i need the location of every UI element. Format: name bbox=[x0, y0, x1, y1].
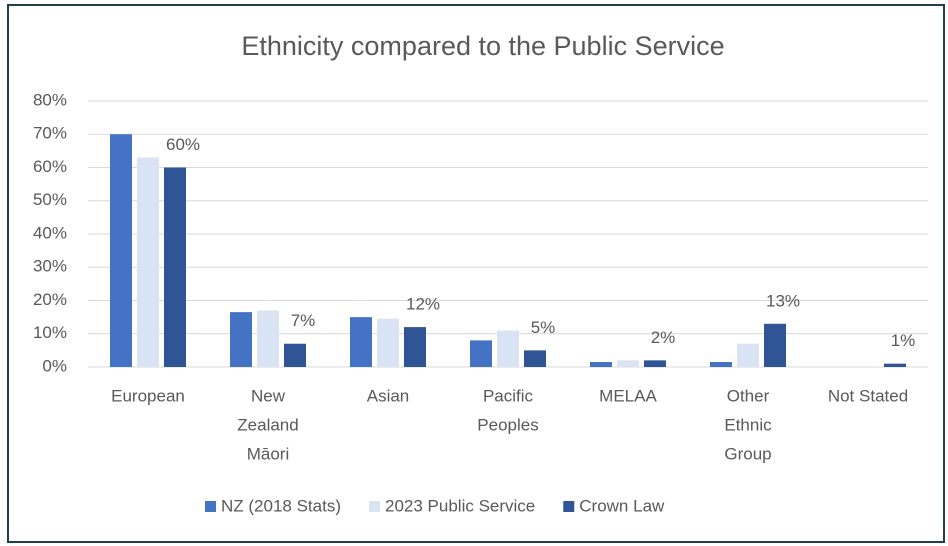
x-tick-label: Pacific bbox=[483, 386, 534, 405]
y-tick-label: 80% bbox=[33, 90, 67, 109]
x-tick-label: Peoples bbox=[477, 415, 538, 434]
bar bbox=[284, 343, 306, 367]
bar bbox=[737, 343, 759, 367]
data-label: 1% bbox=[891, 331, 916, 350]
bar bbox=[764, 323, 786, 367]
y-tick-label: 10% bbox=[33, 323, 67, 342]
x-tick-label: Māori bbox=[247, 444, 290, 463]
bar bbox=[497, 330, 519, 367]
y-tick-label: 60% bbox=[33, 157, 67, 176]
bar bbox=[377, 318, 399, 367]
bar bbox=[710, 362, 732, 367]
data-label: 5% bbox=[531, 318, 556, 337]
y-tick-label: 20% bbox=[33, 290, 67, 309]
legend-label: Crown Law bbox=[579, 496, 665, 515]
bar bbox=[470, 340, 492, 367]
data-label: 13% bbox=[766, 291, 800, 310]
data-label: 12% bbox=[406, 295, 440, 314]
x-tick-label: Not Stated bbox=[828, 386, 908, 405]
bar bbox=[257, 310, 279, 367]
x-tick-label: MELAA bbox=[599, 386, 657, 405]
x-tick-label: Zealand bbox=[237, 415, 298, 434]
bar bbox=[404, 327, 426, 367]
legend-label: NZ (2018 Stats) bbox=[221, 496, 341, 515]
legend-swatch bbox=[563, 501, 575, 512]
bar bbox=[230, 312, 252, 367]
chart-title: Ethnicity compared to the Public Service bbox=[241, 31, 724, 61]
data-label: 7% bbox=[291, 311, 316, 330]
y-tick-label: 0% bbox=[42, 356, 67, 375]
x-tick-label: Asian bbox=[367, 386, 410, 405]
y-tick-label: 50% bbox=[33, 190, 67, 209]
data-label: 2% bbox=[651, 328, 676, 347]
x-tick-label: European bbox=[111, 386, 185, 405]
y-tick-label: 30% bbox=[33, 257, 67, 276]
y-tick-label: 70% bbox=[33, 124, 67, 143]
bar bbox=[524, 350, 546, 367]
bar bbox=[884, 363, 906, 367]
data-label: 60% bbox=[166, 135, 200, 154]
legend-swatch bbox=[205, 501, 216, 512]
y-tick-label: 40% bbox=[33, 223, 67, 242]
bar bbox=[164, 167, 186, 367]
bar bbox=[644, 360, 666, 367]
bar bbox=[590, 362, 612, 367]
x-tick-label: Group bbox=[724, 444, 771, 463]
legend-swatch bbox=[369, 501, 380, 512]
bar bbox=[137, 157, 159, 367]
x-tick-label: Other bbox=[727, 386, 770, 405]
bar bbox=[110, 134, 132, 367]
x-tick-label: Ethnic bbox=[724, 415, 772, 434]
bar bbox=[350, 317, 372, 367]
x-tick-label: New bbox=[251, 386, 286, 405]
bar bbox=[617, 360, 639, 367]
legend-label: 2023 Public Service bbox=[385, 496, 535, 515]
